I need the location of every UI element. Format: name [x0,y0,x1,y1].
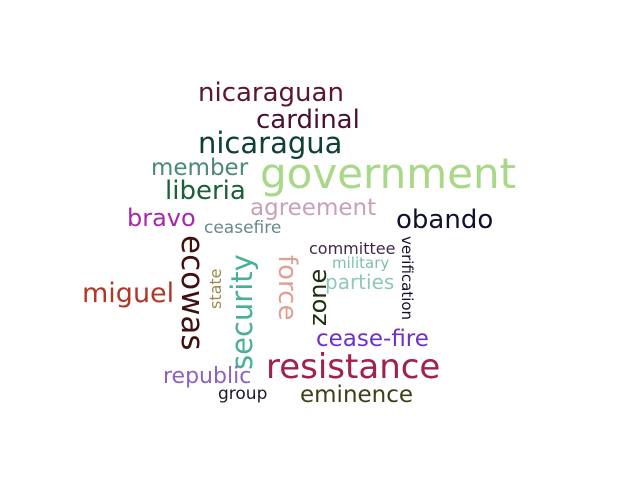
word-resistance: resistance [266,347,441,387]
word-ceasefire: ceasefire [204,218,282,238]
word-member: member [151,155,249,181]
word-force: force [272,255,302,321]
word-liberia: liberia [165,176,246,206]
word-state: state [206,268,225,309]
word-nicaraguan: nicaraguan [198,78,344,108]
word-parties: parties [325,270,395,294]
word-bravo: bravo [127,204,196,232]
word-government: government [260,149,517,198]
word-military: military [332,254,390,272]
word-ecowas: ecowas [174,235,210,351]
word-miguel: miguel [82,278,175,309]
word-republic: republic [163,364,252,389]
word-cease-fire: cease-fire [316,326,429,352]
word-security: security [225,254,259,370]
word-cardinal: cardinal [256,105,360,135]
word-nicaragua: nicaragua [198,126,343,160]
word-eminence: eminence [300,382,414,408]
word-group: group [218,384,268,404]
word-committee: committee [309,239,396,258]
word-agreement: agreement [250,195,377,221]
word-obando: obando [396,205,494,235]
word-verification: verification [398,236,416,321]
